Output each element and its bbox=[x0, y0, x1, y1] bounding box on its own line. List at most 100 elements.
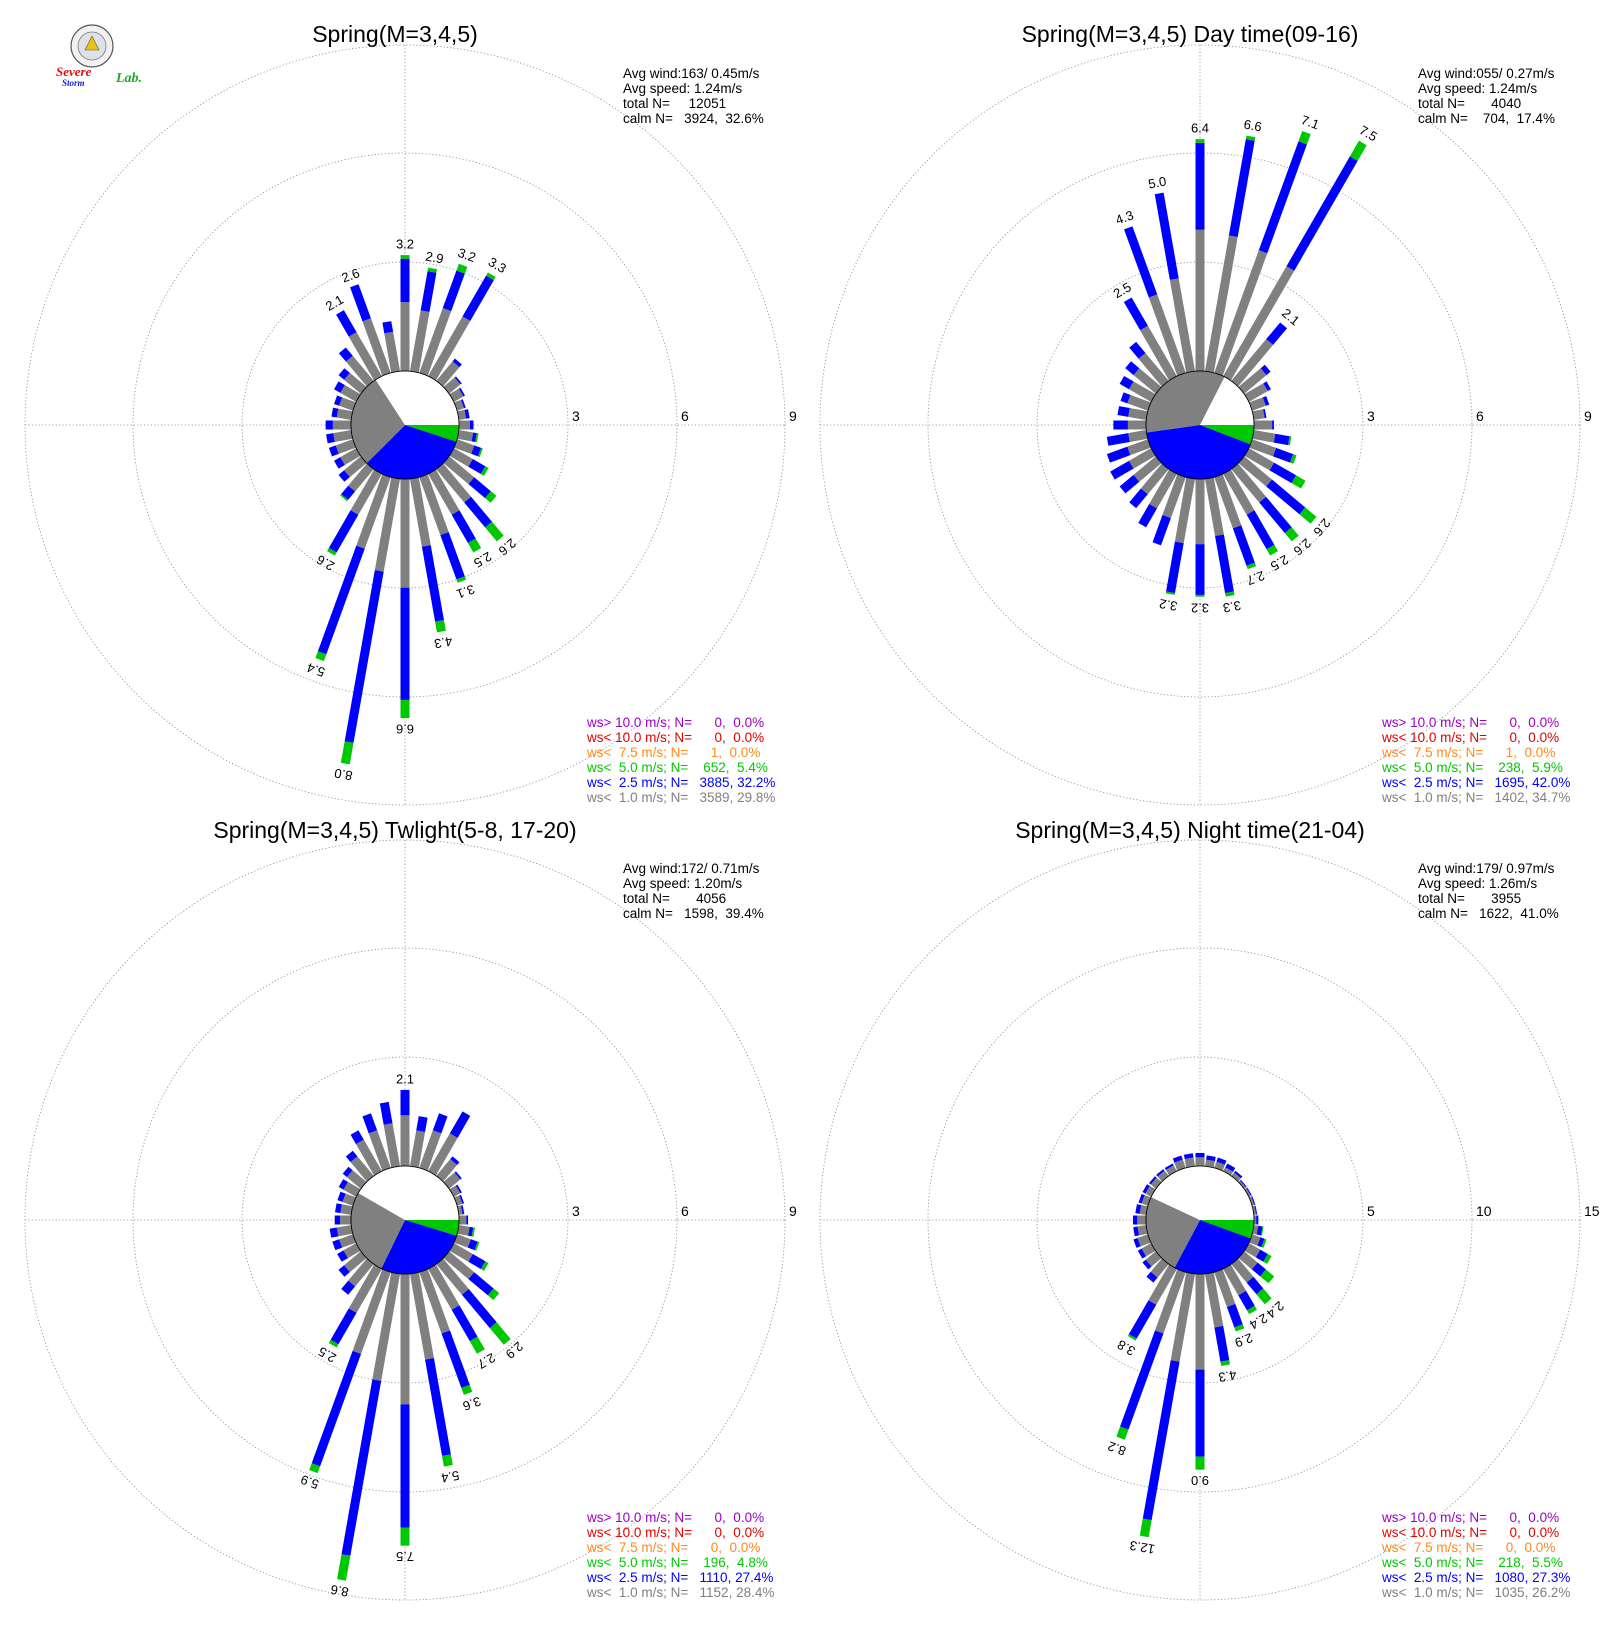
legend-entry-lt2_5: ws< 2.5 m/s; N= 1080, 27.3% bbox=[1381, 1570, 1570, 1585]
wind-rose-bar bbox=[1244, 1187, 1252, 1197]
bar-segment-lt1 bbox=[1204, 1272, 1224, 1328]
legend-entry-lt10: ws< 10.0 m/s; N= 0, 0.0% bbox=[1381, 1525, 1559, 1540]
bar-value-label: 3.3 bbox=[1222, 598, 1242, 616]
bar-segment-lt1 bbox=[436, 1159, 458, 1182]
bar-segment-lt2_5 bbox=[334, 1215, 341, 1225]
wind-rose-bar bbox=[1165, 477, 1196, 595]
bar-segment-lt1 bbox=[1238, 1251, 1258, 1270]
bar-segment-lt2_5 bbox=[1142, 1259, 1152, 1270]
wind-rose-bar bbox=[337, 1272, 401, 1581]
bar-segment-lt1 bbox=[1223, 266, 1295, 381]
bar-segment-lt5 bbox=[328, 1339, 339, 1348]
bar-segment-lt2_5 bbox=[345, 1150, 358, 1163]
bar-segment-lt5 bbox=[315, 651, 327, 662]
legend-entry-gt10: ws> 10.0 m/s; N= 0, 0.0% bbox=[1381, 1510, 1559, 1525]
bar-segment-lt1 bbox=[457, 409, 467, 421]
bar-segment-lt1 bbox=[344, 456, 367, 478]
bar-value-label: 2.5 bbox=[1268, 552, 1291, 574]
logo-emblem bbox=[84, 35, 100, 51]
bar-segment-lt2_5 bbox=[1156, 1169, 1165, 1177]
bar-segment-lt5 bbox=[480, 466, 489, 476]
bar-segment-lt2_5 bbox=[452, 358, 462, 368]
bar-segment-lt2_5 bbox=[461, 1288, 497, 1329]
bar-segment-lt5 bbox=[485, 521, 504, 542]
bar-segment-lt5 bbox=[435, 620, 446, 633]
bar-segment-lt1 bbox=[409, 1130, 426, 1168]
bar-segment-lt2_5 bbox=[330, 1308, 357, 1345]
bar-segment-lt1 bbox=[1165, 1165, 1177, 1176]
ring-tick-label: 9 bbox=[789, 408, 797, 424]
bar-segment-lt1 bbox=[457, 429, 474, 442]
wind-rose-bar bbox=[338, 347, 374, 387]
bar-segment-lt2_5 bbox=[467, 1239, 478, 1251]
calm-pie-slice-lt2_5 bbox=[1146, 425, 1251, 479]
stat-line: total N= 4056 bbox=[623, 891, 726, 906]
bar-value-label: 5.9 bbox=[299, 1472, 321, 1492]
bar-segment-lt1 bbox=[457, 1224, 470, 1236]
bar-segment-lt2_5 bbox=[1142, 1184, 1150, 1194]
bar-value-label: 8.2 bbox=[1106, 1438, 1128, 1458]
bar-segment-lt5 bbox=[1165, 591, 1175, 595]
bar-segment-lt2_5 bbox=[1133, 1237, 1141, 1248]
bar-segment-lt2_5 bbox=[471, 432, 477, 442]
bar-segment-lt1 bbox=[374, 477, 401, 572]
bar-segment-lt2_5 bbox=[342, 1166, 353, 1178]
panel-title: Spring(M=3,4,5) Night time(21-04) bbox=[1015, 817, 1365, 843]
bar-value-label: 3.2 bbox=[1191, 600, 1209, 615]
bar-segment-lt2_5 bbox=[1257, 1237, 1265, 1248]
bar-segment-lt5 bbox=[1116, 1426, 1129, 1440]
bar-segment-lt5 bbox=[461, 1384, 473, 1395]
wind-rose-bar bbox=[382, 321, 401, 373]
wind-rose-bar bbox=[1249, 396, 1270, 411]
wind-rose-bar bbox=[334, 1215, 351, 1225]
calm-pie-slice-lt1 bbox=[350, 1193, 405, 1269]
bar-segment-lt2_5 bbox=[460, 1205, 465, 1215]
wind-rose-bar bbox=[331, 407, 353, 421]
wind-rose-bar bbox=[1106, 429, 1148, 446]
wind-rose-bar bbox=[338, 1251, 367, 1277]
bar-segment-lt1 bbox=[344, 1251, 367, 1273]
calm-pie-slice-lt2_5 bbox=[381, 1220, 457, 1274]
bar-segment-lt2_5 bbox=[362, 1113, 378, 1134]
bar-segment-lt2_5 bbox=[455, 1184, 462, 1194]
bar-segment-lt2_5 bbox=[400, 258, 410, 303]
bar-segment-lt1 bbox=[1244, 448, 1275, 471]
bar-segment-lt1 bbox=[1128, 408, 1148, 421]
bar-segment-lt2_5 bbox=[1133, 1226, 1140, 1237]
wind-rose-bar bbox=[333, 395, 356, 411]
bar-value-label: 2.1 bbox=[396, 1071, 414, 1086]
bar-segment-lt2_5 bbox=[1234, 1170, 1243, 1179]
bar-segment-lt2_5 bbox=[1255, 1249, 1268, 1262]
bar-segment-lt1 bbox=[1139, 1205, 1148, 1216]
bar-segment-lt2_5 bbox=[1119, 375, 1134, 390]
wind-rose-bar bbox=[1231, 1258, 1272, 1305]
bar-segment-lt1 bbox=[1231, 339, 1274, 387]
bar-segment-lt1 bbox=[1137, 1215, 1146, 1225]
grid-ring bbox=[819, 839, 1581, 1601]
wind-rose-bar bbox=[449, 448, 489, 476]
wind-rose-bar bbox=[454, 439, 483, 457]
bar-segment-lt2_5 bbox=[1142, 1360, 1180, 1521]
bar-segment-lt2_5 bbox=[338, 347, 353, 362]
bar-segment-lt2_5 bbox=[420, 271, 437, 312]
bar-segment-lt2_5 bbox=[1256, 1215, 1259, 1225]
bar-segment-lt1 bbox=[1133, 456, 1162, 482]
wind-rose-bar bbox=[379, 1101, 401, 1168]
ring-tick-label: 6 bbox=[1476, 408, 1484, 424]
ring-tick-label: 3 bbox=[1367, 408, 1375, 424]
stat-line: Avg speed: 1.24m/s bbox=[1418, 81, 1537, 96]
bar-segment-lt2_5 bbox=[1129, 341, 1146, 359]
wind-rose-bar bbox=[1106, 439, 1151, 463]
bar-segment-lt5 bbox=[1246, 562, 1257, 570]
bar-segment-lt2_5 bbox=[1266, 479, 1306, 515]
bar-segment-lt1 bbox=[348, 1264, 382, 1313]
bar-segment-lt1 bbox=[336, 408, 353, 421]
legend-entry-lt2_5: ws< 2.5 m/s; N= 3885, 32.2% bbox=[586, 775, 775, 790]
bar-value-label: 2.9 bbox=[424, 249, 444, 267]
wind-rose-bar bbox=[1244, 448, 1306, 489]
bar-segment-lt1 bbox=[372, 1272, 401, 1381]
bar-segment-lt2_5 bbox=[459, 1194, 465, 1204]
wind-rose-bar bbox=[1127, 1264, 1177, 1341]
bar-segment-lt1 bbox=[1148, 1264, 1177, 1305]
bar-segment-lt1 bbox=[1157, 1170, 1169, 1182]
